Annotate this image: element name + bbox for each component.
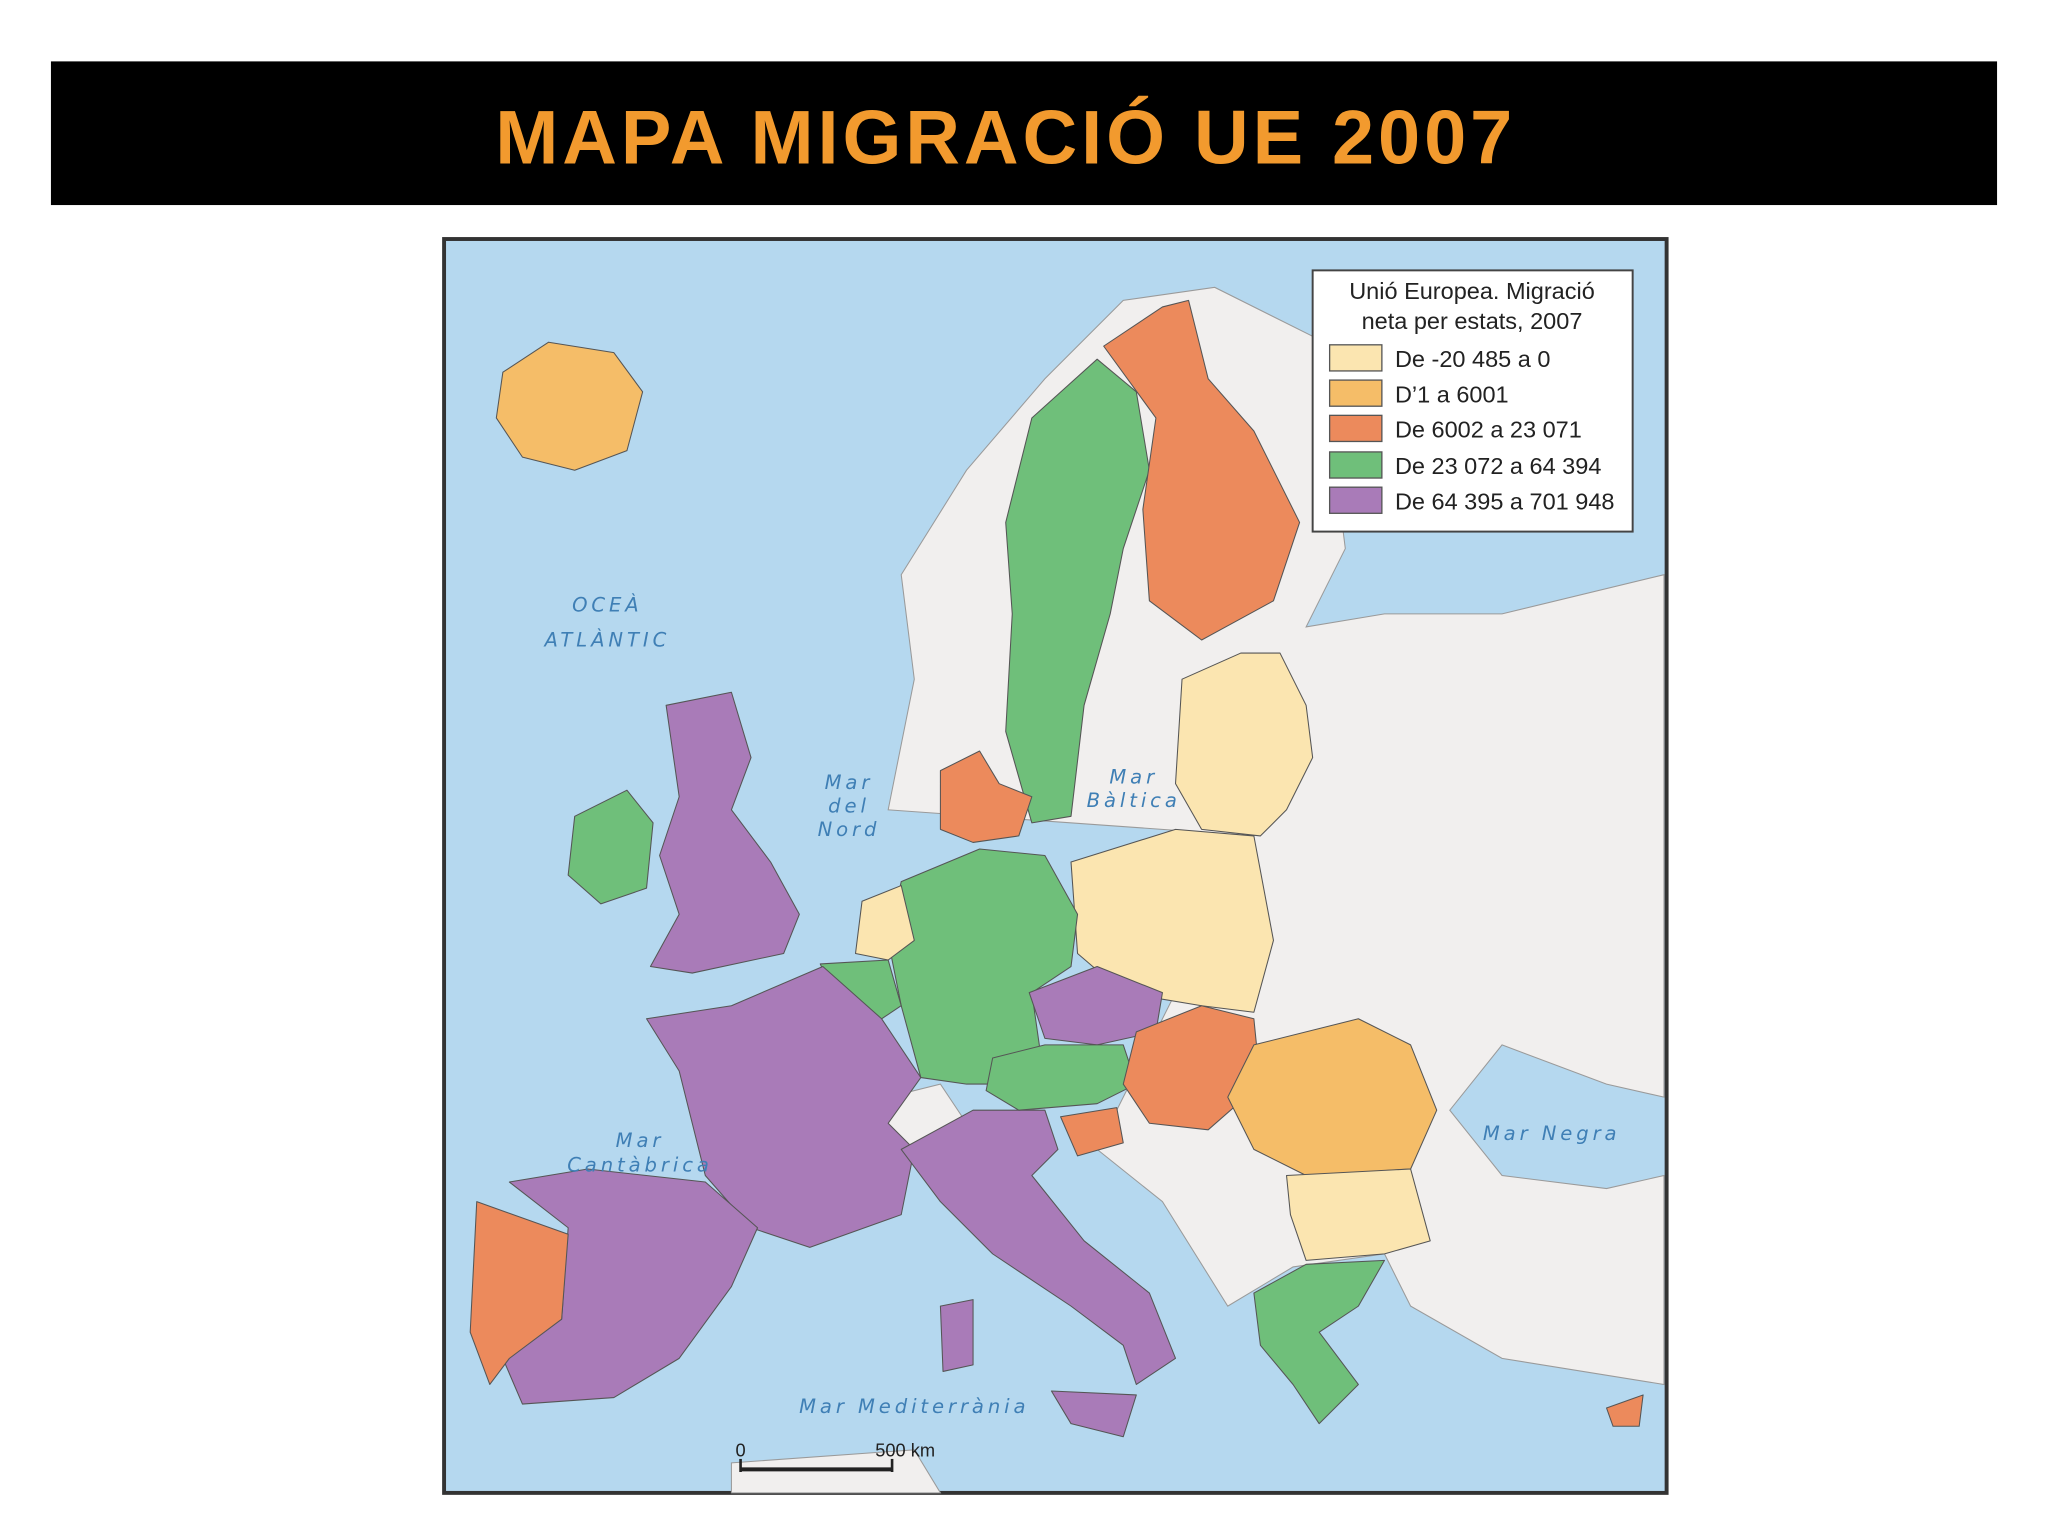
legend: Unió Europea. Migració neta per estats, … — [1311, 269, 1634, 533]
legend-swatch — [1328, 451, 1383, 479]
austria — [985, 1044, 1137, 1111]
baltic-states — [1174, 652, 1314, 837]
united-kingdom — [649, 691, 800, 974]
scale-bar: 0 500 km — [735, 1439, 935, 1472]
sea-label: Mar Mediterrània — [799, 1395, 1029, 1418]
germany — [887, 848, 1079, 1085]
sea-label: Nord — [818, 818, 881, 841]
iceland — [495, 341, 644, 471]
legend-swatch — [1328, 486, 1383, 514]
italy — [900, 1109, 1177, 1386]
sea-label: ATLÀNTIC — [543, 629, 671, 652]
map: OCEÀ ATLÀNTIC Mar del Nord Mar Bàltica M… — [442, 237, 1669, 1495]
legend-label: De 6002 a 23 071 — [1395, 417, 1582, 443]
legend-swatch — [1328, 414, 1383, 443]
legend-title: Unió Europea. Migració — [1349, 278, 1595, 304]
sea-label: Bàltica — [1087, 789, 1181, 812]
sea-label: Mar Negra — [1483, 1122, 1621, 1145]
sicily — [1050, 1390, 1137, 1438]
sea-label: Cantàbrica — [567, 1154, 713, 1177]
legend-title: neta per estats, 2007 — [1362, 308, 1583, 334]
legend-label: D’1 a 6001 — [1395, 381, 1509, 407]
ireland — [567, 789, 654, 905]
poland — [1070, 828, 1274, 1013]
sardinia — [939, 1299, 974, 1372]
title: MAPA MIGRACIÓ UE 2007 — [495, 95, 1516, 180]
slovenia — [1060, 1107, 1124, 1157]
greece — [1253, 1259, 1386, 1425]
sea-label: del — [828, 794, 870, 817]
netherlands — [854, 885, 915, 961]
finland — [1103, 299, 1301, 641]
france — [646, 966, 922, 1248]
denmark — [939, 750, 1033, 843]
legend-swatch — [1328, 344, 1383, 372]
legend-label: De -20 485 a 0 — [1395, 346, 1550, 372]
legend-label: De 64 395 a 701 948 — [1395, 488, 1615, 514]
sea-label: Mar — [1109, 766, 1158, 789]
title-bar — [50, 61, 1998, 206]
portugal — [469, 1201, 569, 1386]
cyprus — [1606, 1394, 1644, 1427]
legend-swatch — [1328, 379, 1383, 407]
scale-label: 0 — [735, 1439, 745, 1460]
sea-label: Mar — [616, 1129, 665, 1152]
legend-label: De 23 072 a 64 394 — [1395, 453, 1601, 479]
sea-label: Mar — [825, 771, 874, 794]
bulgaria — [1286, 1168, 1431, 1261]
scale-label: 500 km — [875, 1439, 935, 1460]
sea-label: OCEÀ — [572, 593, 643, 616]
